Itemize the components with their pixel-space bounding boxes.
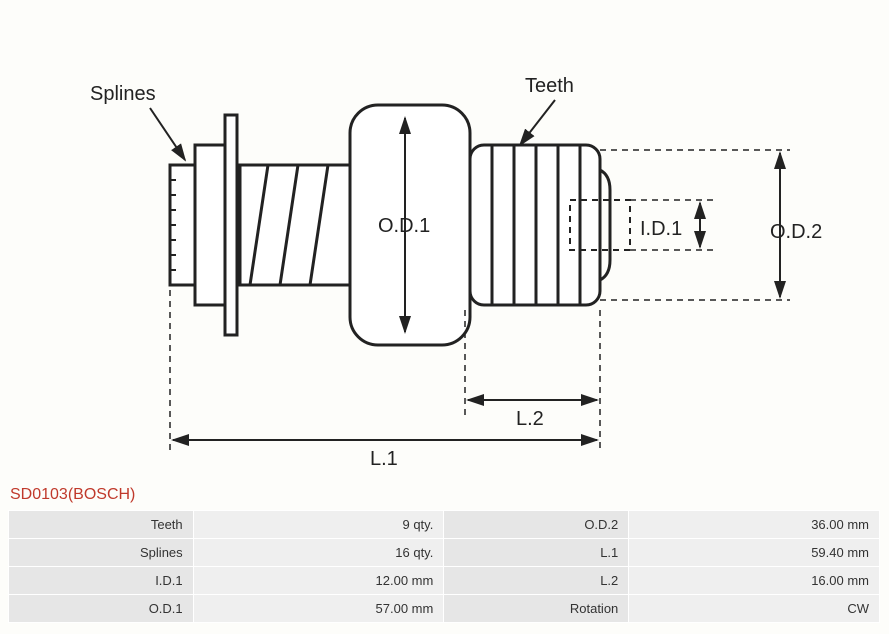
spec-label: I.D.1 [9,567,194,595]
spec-value: 9 qty. [193,511,444,539]
spec-value: 12.00 mm [193,567,444,595]
flange-disc [225,115,237,335]
callout-splines-arrow [150,108,185,160]
part-title: SD0103(BOSCH) [0,480,889,510]
callout-splines-label: Splines [90,83,156,105]
spec-label: O.D.1 [9,595,194,623]
table-row: I.D.1 12.00 mm L.2 16.00 mm [9,567,880,595]
spline-hub-outer [195,145,225,305]
spec-table-body: Teeth 9 qty. O.D.2 36.00 mm Splines 16 q… [9,511,880,623]
spec-value: 16 qty. [193,539,444,567]
spec-label: L.1 [444,539,629,567]
spec-value: CW [629,595,880,623]
diagram-area: Splines Teeth O.D.1 I.D.1 O.D.2 L.2 L.1 [0,0,889,480]
spec-value: 16.00 mm [629,567,880,595]
table-row: O.D.1 57.00 mm Rotation CW [9,595,880,623]
spec-value: 57.00 mm [193,595,444,623]
dim-id1-label: I.D.1 [640,218,682,240]
dim-l2-label: L.2 [516,408,544,430]
callout-teeth-arrow [520,100,555,145]
spec-value: 59.40 mm [629,539,880,567]
spec-value: 36.00 mm [629,511,880,539]
spec-label: L.2 [444,567,629,595]
dim-od2-label: O.D.2 [770,221,822,243]
dim-od1-label: O.D.1 [378,215,430,237]
table-row: Teeth 9 qty. O.D.2 36.00 mm [9,511,880,539]
part-diagram: Splines Teeth O.D.1 I.D.1 O.D.2 L.2 L.1 [0,0,889,480]
spec-table: Teeth 9 qty. O.D.2 36.00 mm Splines 16 q… [8,510,880,623]
spec-label: Splines [9,539,194,567]
spec-label: O.D.2 [444,511,629,539]
dim-l1-label: L.1 [370,448,398,470]
table-row: Splines 16 qty. L.1 59.40 mm [9,539,880,567]
spec-label: Teeth [9,511,194,539]
spec-label: Rotation [444,595,629,623]
callout-teeth-label: Teeth [525,75,574,97]
